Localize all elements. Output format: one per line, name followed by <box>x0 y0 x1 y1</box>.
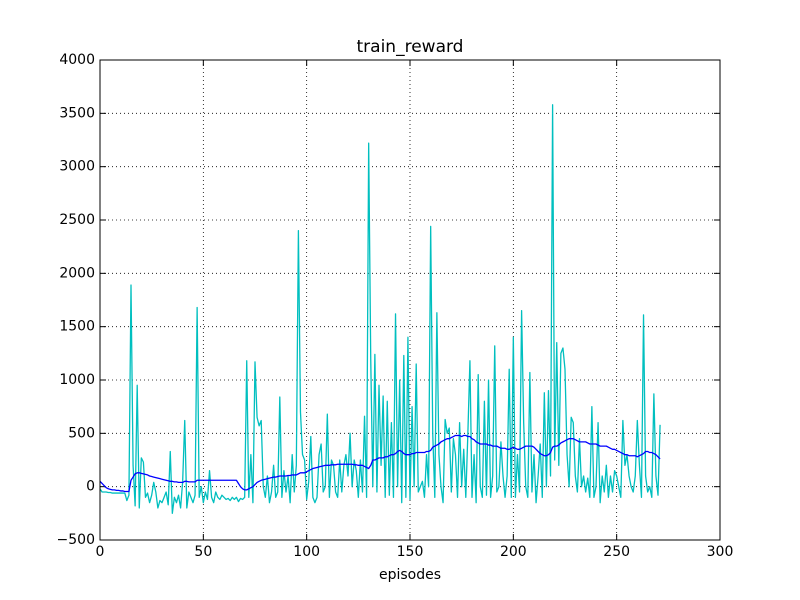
y-tick-label: −500 <box>57 532 95 548</box>
y-tick-label: 3500 <box>59 105 95 121</box>
y-tick-label: 1000 <box>59 372 95 388</box>
y-tick-label: 2000 <box>59 265 95 281</box>
x-tick-label: 50 <box>194 544 212 560</box>
x-tick-label: 250 <box>603 544 630 560</box>
x-tick-label: 100 <box>293 544 320 560</box>
y-tick-label: 4000 <box>59 52 95 68</box>
x-tick-label: 0 <box>96 544 105 560</box>
chart-title: train_reward <box>357 37 464 57</box>
y-tick-label: 2500 <box>59 212 95 228</box>
x-axis-label: episodes <box>379 567 441 583</box>
plot-frame <box>99 59 721 541</box>
x-tick-label: 300 <box>707 544 734 560</box>
x-tick-label: 150 <box>397 544 424 560</box>
x-tick-label: 200 <box>500 544 527 560</box>
y-tick-label: 0 <box>86 479 95 495</box>
y-tick-label: 1500 <box>59 319 95 335</box>
y-tick-label: 3000 <box>59 159 95 175</box>
y-tick-label: 500 <box>68 425 95 441</box>
series-line <box>99 434 661 493</box>
